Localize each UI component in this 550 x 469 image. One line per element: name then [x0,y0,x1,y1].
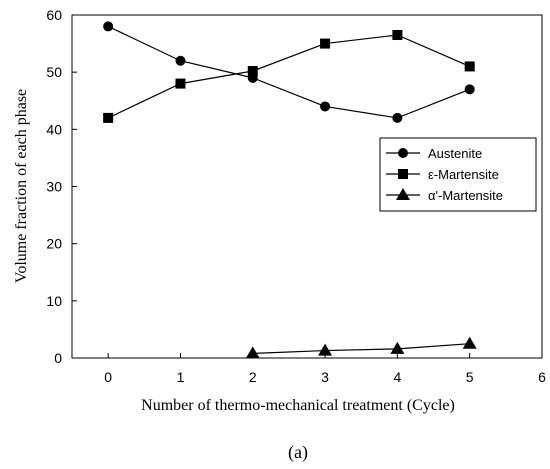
data-point-circle [392,112,403,123]
x-tick-label: 4 [393,369,401,385]
x-tick-label: 5 [466,369,474,385]
data-point-square [320,38,331,49]
data-point-triangle [318,343,333,356]
legend-marker-circle [398,148,408,158]
y-tick-label: 60 [46,7,62,23]
figure-caption: (a) [288,442,308,463]
y-tick-label: 0 [54,350,62,366]
legend: Austenite ε-Martensite α'-Martensite [379,137,537,212]
data-point-square [103,112,114,123]
y-axis-ticks: 0 10 20 30 40 50 60 [46,7,77,366]
y-tick-label: 50 [46,64,62,80]
series-line-circle [107,25,470,119]
series-layer [103,21,477,359]
data-point-square [247,66,258,77]
data-point-triangle [462,336,477,349]
data-point-square [392,30,403,41]
x-tick-label: 2 [249,369,257,385]
data-point-circle [175,55,186,66]
legend-label: Austenite [428,146,482,161]
x-tick-label: 1 [177,369,185,385]
x-axis-label: Number of thermo-mechanical treatment (C… [141,397,455,414]
data-point-square [175,78,186,89]
x-tick-label: 0 [104,369,112,385]
x-tick-label: 6 [538,369,546,385]
legend-marker-square [398,169,408,179]
data-point-circle [103,21,114,32]
data-point-triangle [245,346,260,359]
y-tick-label: 40 [46,121,62,137]
x-axis-ticks: 0 1 2 3 4 5 6 [104,353,546,385]
data-point-circle [464,84,475,95]
y-tick-label: 30 [46,179,62,195]
legend-label: α'-Martensite [428,188,503,203]
data-point-triangle [390,341,405,354]
x-tick-label: 3 [321,369,329,385]
series-triangle [245,336,477,359]
data-point-square [464,61,475,72]
data-point-circle [320,101,331,112]
series-line-square [107,34,470,119]
y-tick-label: 10 [46,293,62,309]
y-tick-label: 20 [46,236,62,252]
y-axis-label: Volume fraction of each phase [13,89,30,283]
series-line-triangle [252,343,470,355]
series-circle [103,21,475,123]
legend-marker-triangle [396,188,410,200]
legend-label: ε-Martensite [428,167,499,182]
series-square [103,30,475,123]
